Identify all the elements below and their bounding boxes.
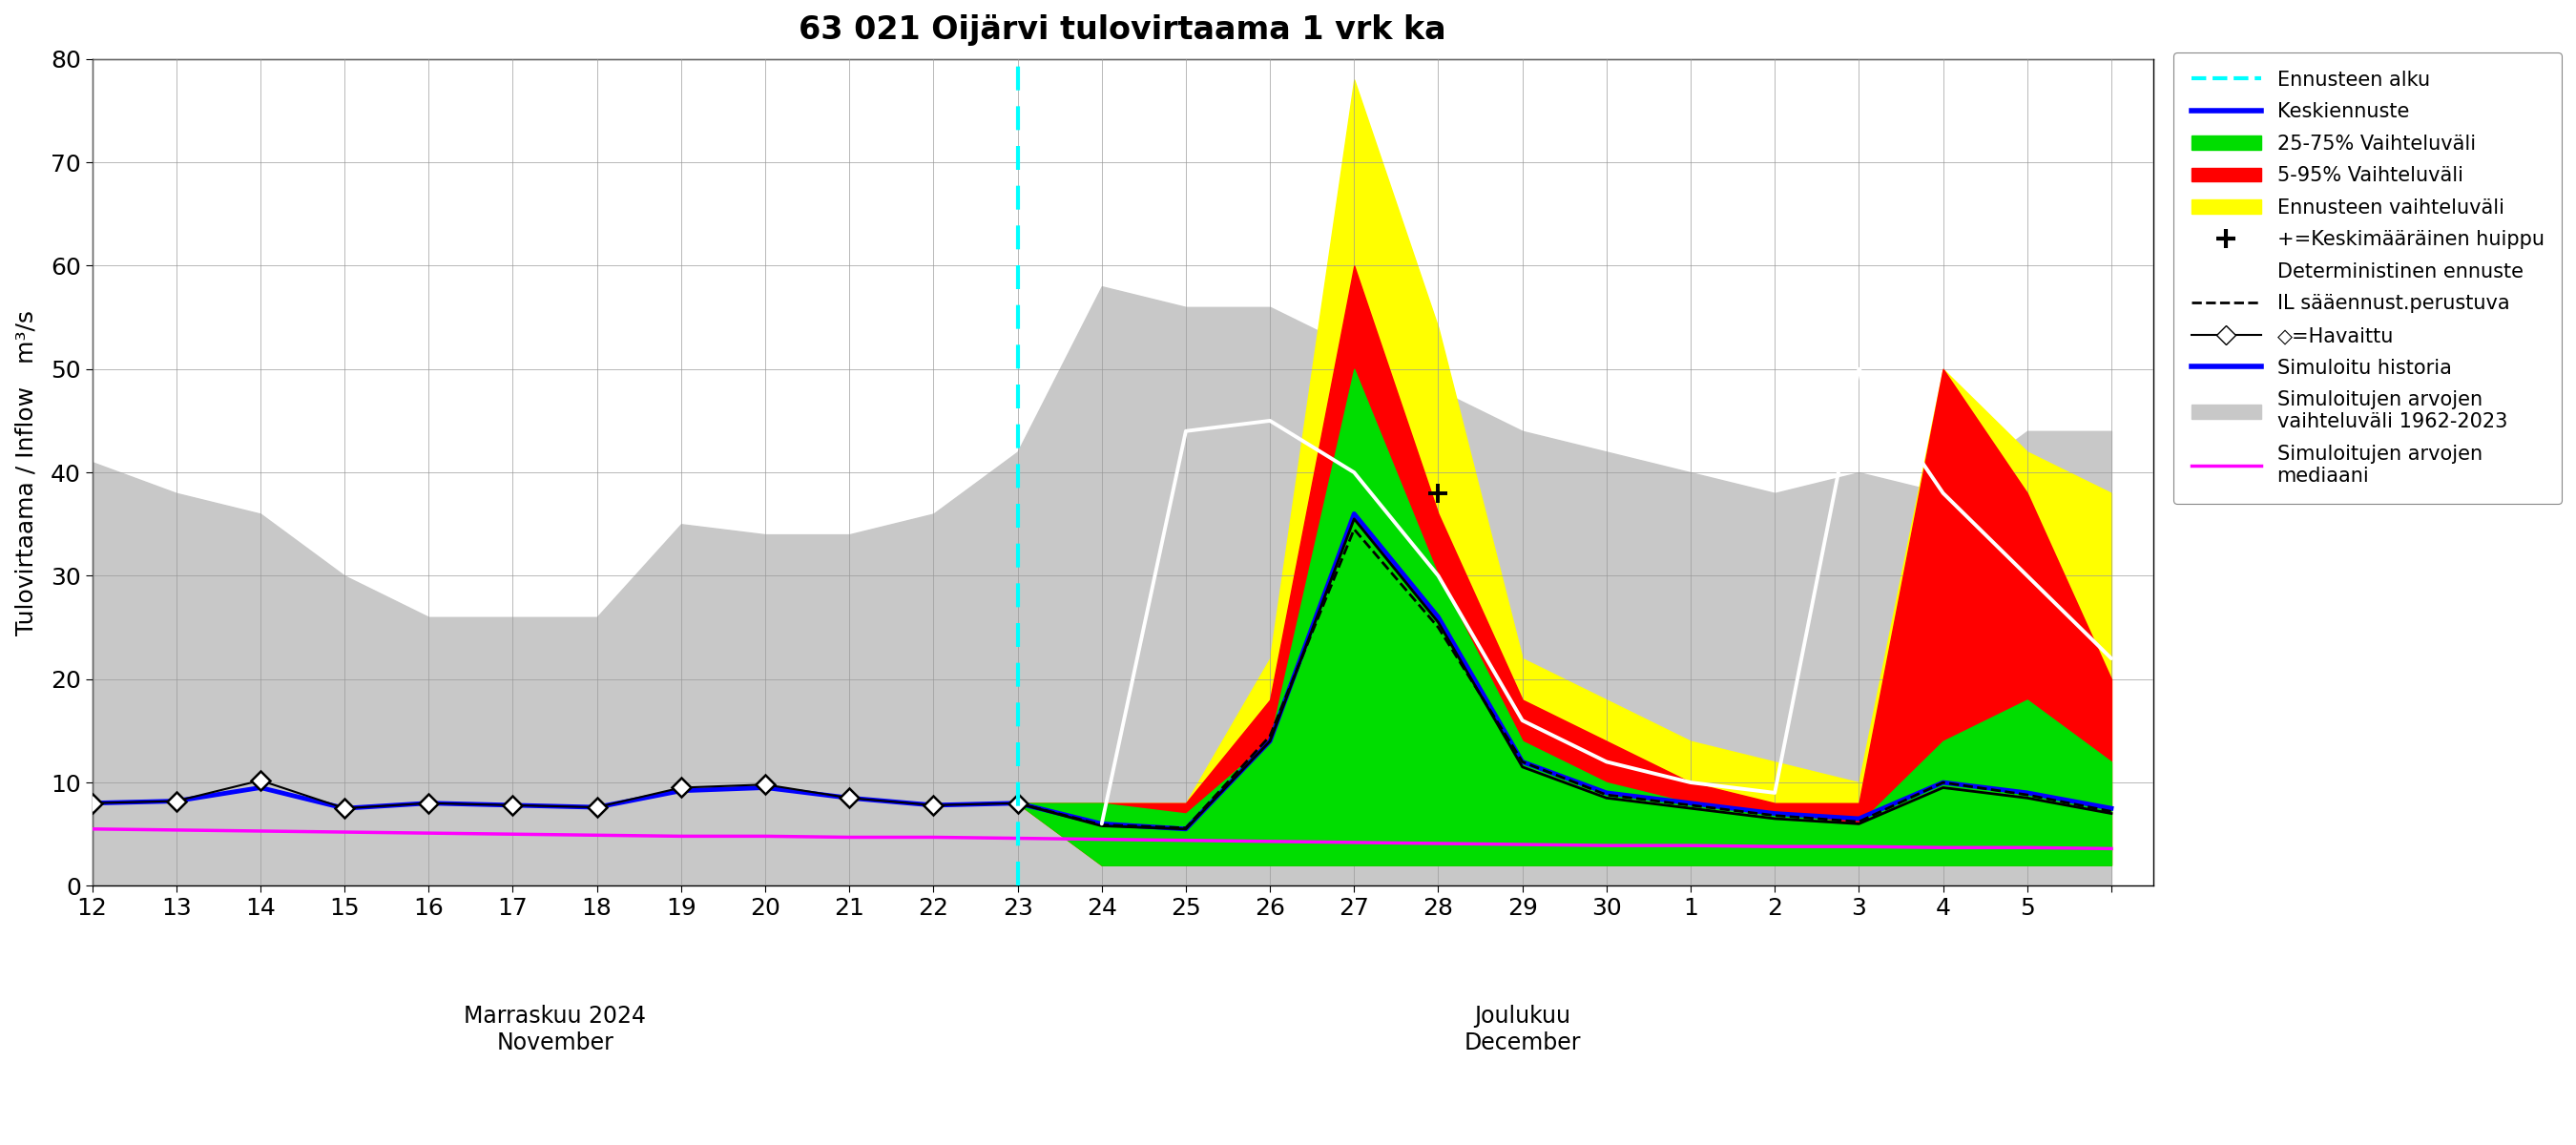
Text: Joulukuu
December: Joulukuu December [1463,1004,1582,1055]
Title: 63 021 Oijärvi tulovirtaama 1 vrk ka: 63 021 Oijärvi tulovirtaama 1 vrk ka [799,14,1448,46]
Legend: Ennusteen alku, Keskiennuste, 25-75% Vaihteluväli, 5-95% Vaihteluväli, Ennusteen: Ennusteen alku, Keskiennuste, 25-75% Vai… [2174,53,2563,504]
Text: Marraskuu 2024
November: Marraskuu 2024 November [464,1004,647,1055]
Y-axis label: Tulovirtaama / Inflow   m³/s: Tulovirtaama / Inflow m³/s [15,310,36,635]
Text: 22-Nov-2024 15:23 WSFS-O: 22-Nov-2024 15:23 WSFS-O [1587,851,1847,869]
